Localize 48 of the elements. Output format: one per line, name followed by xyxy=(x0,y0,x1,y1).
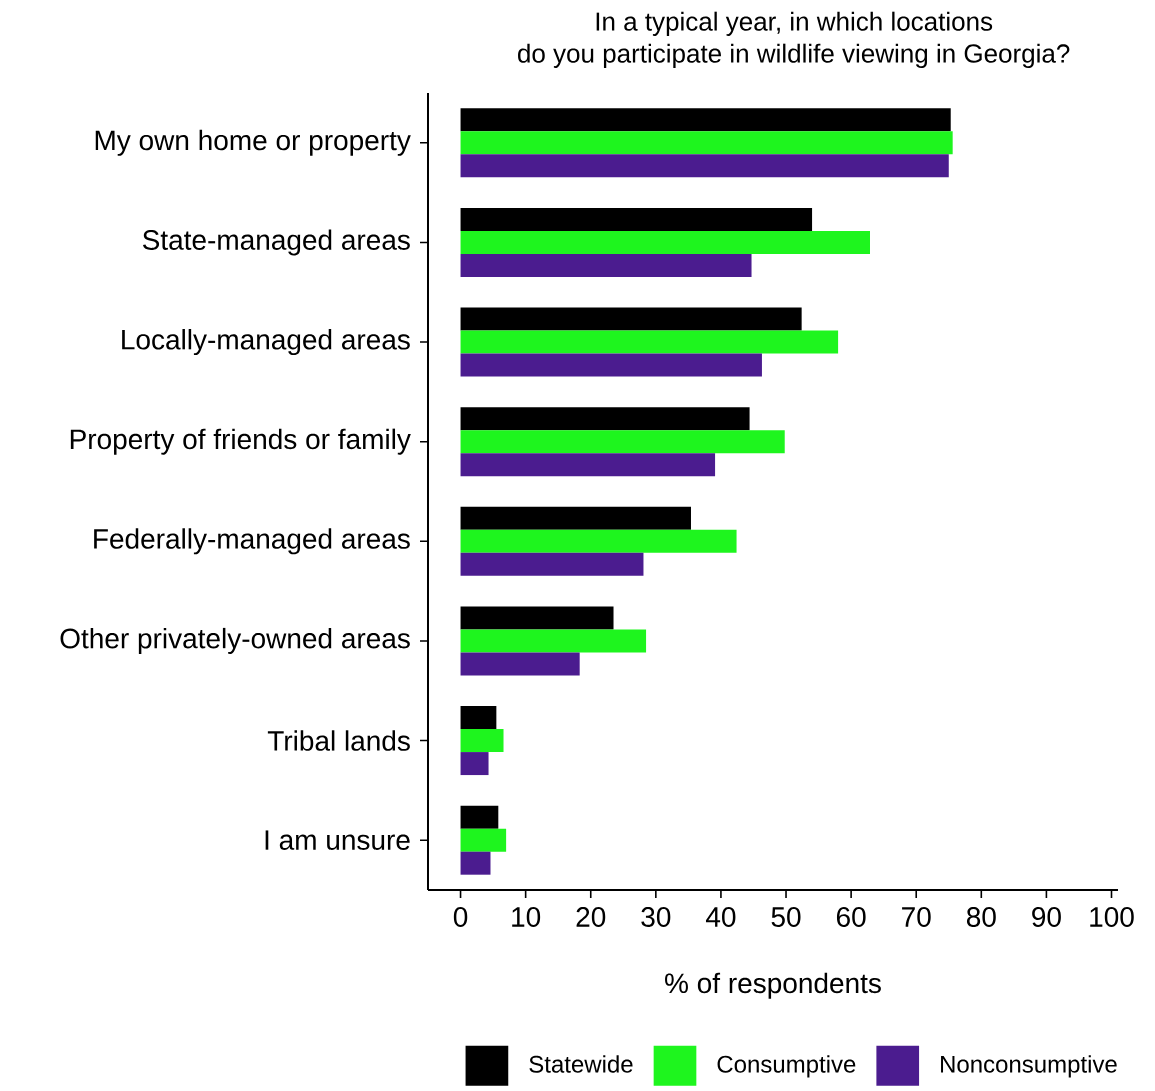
x-tick-label: 40 xyxy=(705,907,736,927)
bar xyxy=(460,828,507,852)
x-tick-label: 60 xyxy=(836,907,866,927)
bar xyxy=(460,529,737,553)
bar xyxy=(460,253,752,277)
x-tick-label: 90 xyxy=(1032,907,1061,927)
bar xyxy=(460,353,762,377)
bar xyxy=(460,154,949,178)
x-tick-label: 70 xyxy=(902,907,931,927)
x-tick-label: 10 xyxy=(512,907,541,927)
y-tick-label: Locally-managed areas xyxy=(122,329,410,356)
bar xyxy=(460,706,497,730)
x-tick-label: 80 xyxy=(966,907,996,927)
x-tick-label: 30 xyxy=(641,907,671,927)
bar xyxy=(460,752,489,776)
y-tick-label: Property of friends or family xyxy=(70,428,411,455)
legend-label: Nonconsumptive xyxy=(941,1055,1117,1078)
bar xyxy=(460,629,647,653)
y-tick-label: Other privately-owned areas xyxy=(60,627,410,654)
bar xyxy=(460,805,499,829)
bar xyxy=(460,652,580,676)
bar xyxy=(460,606,614,630)
bar xyxy=(460,330,839,354)
y-tick-label: State-managed areas xyxy=(142,229,410,256)
bar xyxy=(460,453,716,477)
bar xyxy=(460,230,870,254)
legend-label: Statewide xyxy=(529,1055,633,1073)
y-tick-label: I am unsure xyxy=(265,830,410,850)
bar xyxy=(460,407,750,431)
x-tick-label: 0 xyxy=(453,907,468,927)
x-tick-label: 100 xyxy=(1090,907,1134,927)
bar xyxy=(460,430,785,454)
x-axis-title: % of respondents xyxy=(665,972,881,999)
chart-title: In a typical year, in which locations do you participate in wildlife viewing in Georgia? xyxy=(518,11,1070,68)
x-tick-label: 20 xyxy=(576,907,606,927)
bar xyxy=(460,131,953,155)
y-tick-label: My own home or property xyxy=(95,129,411,156)
bar xyxy=(460,207,813,231)
bar xyxy=(460,108,951,132)
legend-label: Consumptive xyxy=(717,1055,856,1078)
y-tick-label: Federally-managed areas xyxy=(94,528,410,555)
bar xyxy=(460,552,644,576)
bar xyxy=(460,307,802,331)
x-tick-label: 50 xyxy=(771,907,801,927)
bar xyxy=(460,506,691,530)
y-tick-label: Tribal lands xyxy=(267,730,410,751)
bar xyxy=(460,729,504,753)
bar xyxy=(460,851,491,875)
